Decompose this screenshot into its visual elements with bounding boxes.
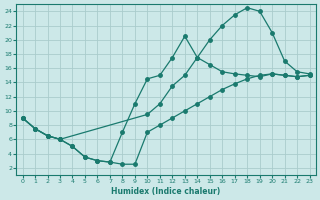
X-axis label: Humidex (Indice chaleur): Humidex (Indice chaleur) — [111, 187, 221, 196]
